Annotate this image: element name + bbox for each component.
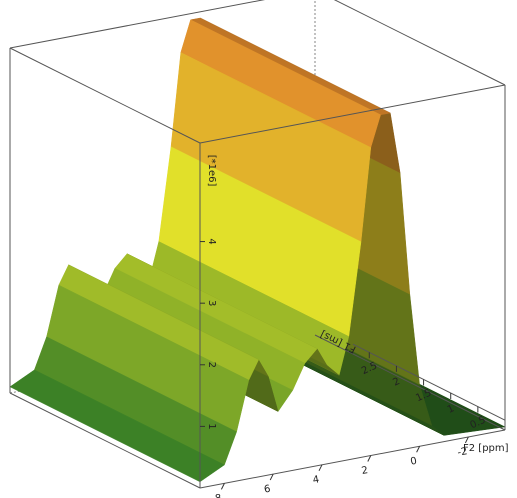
y-tick-label: 2 [391, 376, 401, 389]
surface-strip [9, 369, 225, 483]
x-tick [464, 436, 469, 444]
box-edge [352, 343, 506, 421]
box-edge [314, 334, 506, 431]
y-tick-label: 1 [446, 403, 456, 416]
box-edge [199, 429, 506, 489]
x-axis-label: F2 [ppm] [463, 443, 509, 454]
box-edge [9, 392, 201, 489]
x-tick-label: 0 [410, 456, 418, 468]
x-tick [318, 464, 323, 472]
x-tick [367, 455, 372, 462]
z-tick-label: 2 [206, 362, 217, 368]
x-tick-label: 6 [263, 484, 271, 496]
x-tick-label: 4 [312, 474, 320, 486]
x-tick [416, 446, 421, 453]
z-axis-label: [*1e6] [206, 155, 217, 187]
box-edge [199, 84, 506, 144]
z-tick-label: 1 [206, 423, 217, 429]
box-edge [9, 47, 201, 144]
box-edge [9, 0, 266, 49]
z-tick-label: 3 [206, 300, 217, 306]
z-tick-label: 4 [206, 238, 217, 244]
x-tick [269, 473, 274, 481]
x-tick-label: 2 [361, 465, 369, 477]
x-tick-label: 8 [214, 493, 222, 498]
box-edge [333, 0, 506, 86]
x-tick [220, 483, 225, 490]
x-tick-label: -2 [457, 446, 469, 459]
